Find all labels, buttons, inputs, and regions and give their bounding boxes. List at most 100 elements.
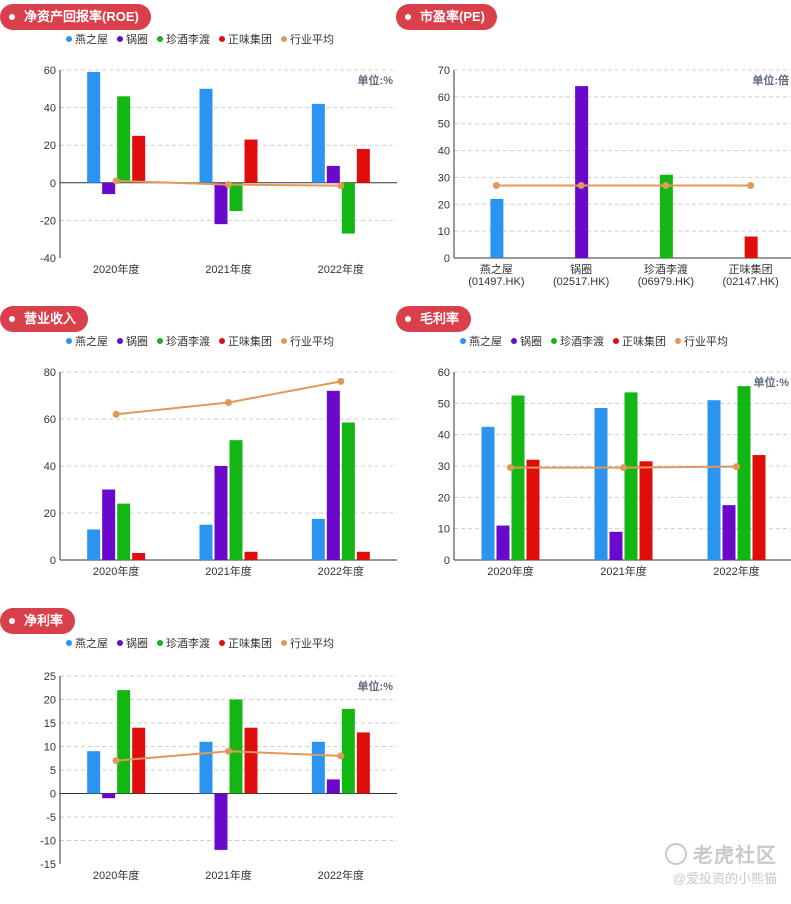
- pe-ytick-label: 30: [438, 172, 450, 184]
- pe-bar: [744, 236, 758, 258]
- revenue-bar: [214, 466, 228, 560]
- netmargin-xtick-label: 2021年度: [205, 868, 251, 882]
- revenue-industry-point: [225, 399, 232, 407]
- netmargin-ytick-label: -15: [40, 859, 56, 871]
- roe-legend-item[interactable]: 锅圈: [117, 31, 148, 47]
- pe-ytick-label: 20: [438, 199, 450, 211]
- revenue-bar: [356, 551, 370, 560]
- pe-title-dot: [405, 14, 411, 20]
- roe-legend-item[interactable]: 正味集团: [219, 31, 272, 47]
- gross-panel: 毛利率 燕之屋 锅圈 珍酒李渡 正味集团 行业平均 60 50 40 30 20 10 0 单…: [396, 302, 791, 602]
- revenue-chart: 80 60 40 20 0 2020年度 2021年度 2022年度: [44, 367, 397, 578]
- roe-industry-point: [112, 177, 120, 185]
- netmargin-ytick-label: 20: [44, 695, 56, 707]
- pe-xtick-label: (01497.HK): [468, 276, 524, 288]
- revenue-legend-item[interactable]: 行业平均: [281, 333, 334, 349]
- netmargin-unit-label: 单位:%: [358, 679, 394, 693]
- netmargin-legend-item[interactable]: 锅圈: [117, 635, 148, 651]
- pe-ytick-label: 40: [438, 146, 450, 158]
- revenue-ytick-label: 20: [44, 508, 56, 520]
- revenue-industry-point: [112, 410, 120, 418]
- revenue-legend: 燕之屋 锅圈 珍酒李渡 正味集团 行业平均: [66, 333, 334, 349]
- gross-chart: 60 50 40 30 20 10 0 单位:% 2020年度 2021年度 2022年度: [438, 367, 791, 578]
- roe-title-pill: 净资产回报率(ROE): [0, 4, 151, 30]
- gross-legend-item[interactable]: 珍酒李渡: [551, 333, 604, 349]
- netmargin-xtick-label: 2020年度: [93, 868, 139, 882]
- pe-bar: [575, 86, 589, 258]
- netmargin-bar: [244, 727, 258, 794]
- pe-ytick-label: 70: [438, 65, 450, 77]
- netmargin-bar: [341, 708, 355, 794]
- netmargin-bar: [311, 741, 325, 794]
- pe-xtick-label: 正味集团: [729, 262, 773, 276]
- pe-industry-point: [577, 181, 585, 189]
- gross-industry-point: [733, 463, 740, 471]
- gross-bar: [481, 426, 495, 560]
- pe-industry-point: [747, 181, 755, 189]
- gross-bar: [511, 395, 525, 560]
- netmargin-bar: [229, 699, 243, 794]
- gross-industry-point: [620, 464, 627, 472]
- revenue-title-pill: 营业收入: [0, 306, 89, 332]
- revenue-bar: [102, 489, 116, 560]
- gross-ytick-label: 60: [438, 367, 450, 379]
- netmargin-panel: 净利率 燕之屋 锅圈 珍酒李渡 正味集团 行业平均 25 20 15 10 5 0 -5 -1…: [0, 604, 397, 904]
- roe-legend-item[interactable]: 燕之屋: [66, 31, 108, 47]
- roe-bar: [356, 148, 370, 183]
- netmargin-title-pill: 净利率: [0, 608, 76, 634]
- roe-legend-item[interactable]: 珍酒李渡: [157, 31, 210, 47]
- netmargin-bar: [102, 793, 116, 799]
- netmargin-legend-item[interactable]: 正味集团: [219, 635, 272, 651]
- revenue-bar: [117, 503, 131, 560]
- roe-ytick-label: 60: [44, 65, 56, 77]
- netmargin-bar: [117, 690, 131, 794]
- roe-legend-item[interactable]: 行业平均: [281, 31, 334, 47]
- revenue-xtick-label: 2022年度: [318, 564, 364, 578]
- gross-ytick-label: 10: [438, 524, 450, 536]
- pe-ytick-label: 60: [438, 92, 450, 104]
- watermark-brand: 老虎社区: [693, 845, 777, 867]
- revenue-bar: [199, 524, 213, 560]
- gross-title-pill: 毛利率: [396, 306, 472, 332]
- revenue-legend-item[interactable]: 正味集团: [219, 333, 272, 349]
- gross-bar: [752, 455, 766, 560]
- gross-legend-item[interactable]: 行业平均: [675, 333, 728, 349]
- roe-industry-point: [225, 181, 232, 189]
- roe-title-dot: [9, 14, 15, 20]
- gross-industry-point: [507, 464, 514, 472]
- netmargin-ytick-label: 25: [44, 671, 56, 683]
- netmargin-title: 净利率: [24, 613, 64, 628]
- roe-bar: [341, 182, 355, 234]
- roe-bar: [132, 135, 146, 183]
- gross-bar: [609, 531, 623, 560]
- gross-ytick-label: 50: [438, 398, 450, 410]
- pe-ytick-label: 0: [444, 253, 450, 265]
- netmargin-legend-item[interactable]: 行业平均: [281, 635, 334, 651]
- revenue-bar: [341, 422, 355, 560]
- netmargin-title-dot: [9, 618, 15, 624]
- roe-bar: [199, 88, 213, 183]
- gross-legend-item[interactable]: 正味集团: [613, 333, 666, 349]
- pe-unit-label: 单位:倍: [752, 73, 789, 87]
- revenue-legend-item[interactable]: 珍酒李渡: [157, 333, 210, 349]
- gross-legend-item[interactable]: 锅圈: [511, 333, 542, 349]
- roe-ytick-label: 20: [44, 140, 56, 152]
- netmargin-legend-item[interactable]: 珍酒李渡: [157, 635, 210, 651]
- revenue-title: 营业收入: [24, 311, 77, 326]
- gross-xtick-label: 2022年度: [713, 564, 759, 578]
- roe-ytick-label: -20: [40, 215, 56, 227]
- netmargin-ytick-label: -5: [46, 812, 56, 824]
- netmargin-bar: [326, 779, 340, 794]
- netmargin-bar: [214, 793, 228, 850]
- roe-xtick-label: 2022年度: [318, 262, 364, 276]
- revenue-legend-item[interactable]: 燕之屋: [66, 333, 108, 349]
- gross-legend-item[interactable]: 燕之屋: [460, 333, 502, 349]
- pe-ytick-label: 50: [438, 119, 450, 131]
- netmargin-legend-item[interactable]: 燕之屋: [66, 635, 108, 651]
- pe-panel: 市盈率(PE) 70 60 50 40 30 20 10 0 单位:倍 燕之屋 (01497.HK)…: [396, 0, 791, 300]
- revenue-industry-point: [337, 377, 345, 385]
- roe-bar: [326, 165, 340, 183]
- revenue-legend-item[interactable]: 锅圈: [117, 333, 148, 349]
- roe-legend: 燕之屋 锅圈 珍酒李渡 正味集团 行业平均: [66, 31, 334, 47]
- netmargin-xtick-label: 2022年度: [318, 868, 364, 882]
